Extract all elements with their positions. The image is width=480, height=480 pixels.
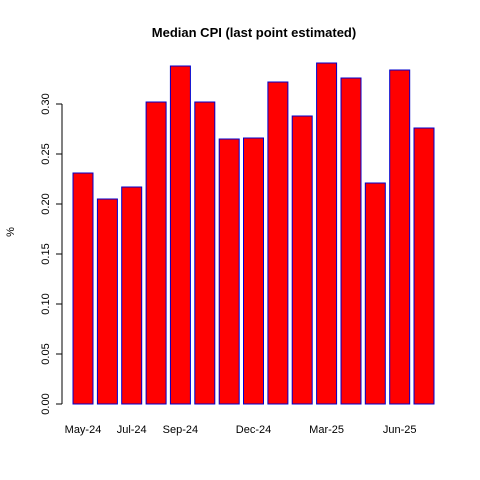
x-tick-label: Sep-24 bbox=[163, 424, 198, 436]
bar-sep-24 bbox=[169, 65, 191, 405]
bar-jan-25 bbox=[267, 81, 289, 405]
y-tick-label: 0.30 bbox=[40, 93, 52, 114]
bar-oct-24 bbox=[194, 101, 216, 405]
chart-title: Median CPI (last point estimated) bbox=[152, 25, 356, 40]
bar-aug-24 bbox=[145, 101, 167, 405]
bars bbox=[72, 62, 435, 405]
bar-may-24 bbox=[72, 172, 94, 405]
bar-may-25 bbox=[364, 182, 386, 405]
bar-jun-25 bbox=[389, 69, 411, 405]
y-tick-label: 0.15 bbox=[40, 243, 52, 264]
bar-jul-24 bbox=[121, 186, 143, 405]
y-tick-label: 0.10 bbox=[40, 293, 52, 314]
bar-nov-24 bbox=[218, 138, 240, 405]
y-axis: 0.00 0.05 0.10 0.15 0.20 0.25 0.30 bbox=[40, 93, 63, 415]
x-tick-label: Jun-25 bbox=[383, 424, 417, 436]
bar-apr-25 bbox=[340, 77, 362, 405]
x-tick-label: Jul-24 bbox=[117, 424, 147, 436]
bar-jun-24 bbox=[96, 198, 118, 405]
y-axis-label: % bbox=[5, 227, 17, 237]
bar-dec-24 bbox=[243, 137, 264, 405]
x-axis-labels: May-24 Jul-24 Sep-24 Dec-24 Mar-25 Jun-25 bbox=[65, 424, 417, 436]
x-tick-label: Mar-25 bbox=[309, 424, 344, 436]
x-tick-label: Dec-24 bbox=[236, 424, 271, 436]
y-tick-label: 0.25 bbox=[40, 143, 52, 164]
bar-mar-25 bbox=[316, 62, 338, 405]
y-tick-label: 0.05 bbox=[40, 343, 52, 364]
bar-feb-25 bbox=[291, 115, 313, 405]
y-tick-label: 0.20 bbox=[40, 193, 52, 214]
y-tick-label: 0.00 bbox=[40, 393, 52, 414]
bar-jul-25 bbox=[413, 127, 435, 405]
x-tick-label: May-24 bbox=[65, 424, 102, 436]
